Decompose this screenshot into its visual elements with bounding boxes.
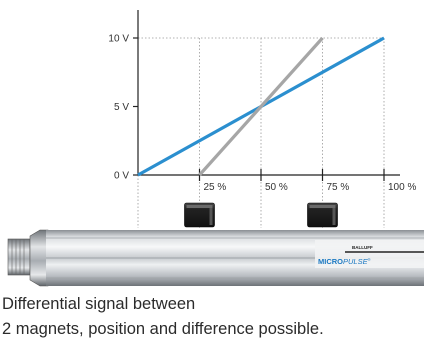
- brand-bold: MICRO: [318, 257, 343, 266]
- y-tick-label: 5 V: [114, 102, 129, 113]
- y-tick-label: 10 V: [108, 34, 129, 45]
- sensor-connector: [8, 239, 30, 275]
- chart-tick-labels: 0 V 5 V 10 V 25 % 50 % 75 % 100 %: [108, 34, 416, 194]
- magnet-highlight: [310, 205, 336, 208]
- magnet-2: [308, 203, 338, 227]
- caption-line-2: 2 magnets, position and difference possi…: [2, 320, 324, 339]
- brand-label: MICROPULSE®: [318, 257, 371, 266]
- magnet-edge: [210, 208, 213, 225]
- caption-line-1: Differential signal between: [2, 295, 195, 314]
- brand-italic: PULSE: [343, 257, 369, 266]
- x-tick-label: 50 %: [265, 182, 288, 193]
- x-tick-label: 75 %: [327, 182, 350, 193]
- sensor-rod: BALLUFF MICROPULSE®: [8, 230, 424, 286]
- maker-label: BALLUFF: [352, 245, 373, 250]
- chart-axes: [138, 10, 400, 175]
- x-tick-label: 100 %: [388, 182, 416, 193]
- x-tick-label: 25 %: [204, 182, 227, 193]
- sensor-diagram: 0 V 5 V 10 V 25 % 50 % 75 % 100 % BALLUFF MICR…: [0, 0, 424, 295]
- brand-mark: ®: [368, 257, 371, 262]
- magnet-1: [185, 203, 215, 227]
- magnet-highlight: [187, 205, 213, 208]
- y-tick-label: 0 V: [114, 171, 129, 182]
- sensor-end-cap: [30, 230, 48, 286]
- magnet-edge: [333, 208, 336, 225]
